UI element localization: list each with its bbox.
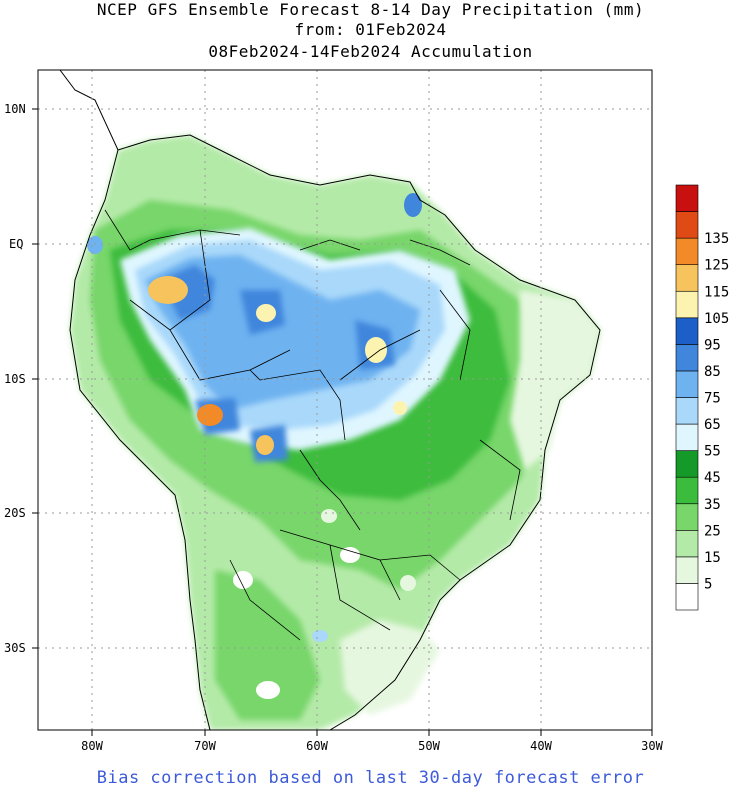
colorbar-label: 45 bbox=[704, 470, 721, 486]
forecast-init-date: from: 01Feb2024 bbox=[294, 20, 447, 39]
bias-correction-note: Bias correction based on last 30-day for… bbox=[96, 768, 645, 788]
precip-min-spot-2 bbox=[340, 547, 360, 563]
precip-max-south-blue bbox=[312, 630, 328, 642]
map-frame bbox=[37, 69, 653, 731]
axis-ticks bbox=[32, 108, 653, 736]
colorbar-swatch bbox=[675, 583, 699, 611]
colorbar-label: 75 bbox=[704, 391, 721, 407]
precip-max-105-center bbox=[393, 401, 407, 415]
precip-min-spot-3 bbox=[400, 575, 416, 591]
lon-label-80w: 80W bbox=[81, 739, 103, 753]
colorbar-swatch bbox=[675, 237, 699, 265]
lon-label-50w: 50W bbox=[418, 739, 440, 753]
colorbar-swatch bbox=[675, 450, 699, 478]
colorbar-label: 85 bbox=[704, 364, 721, 380]
precip-field bbox=[59, 70, 601, 730]
colorbar-label: 135 bbox=[704, 231, 729, 247]
colorbar-swatch bbox=[675, 290, 699, 319]
colorbar-label: 115 bbox=[704, 284, 729, 300]
colorbar-swatch bbox=[675, 503, 699, 531]
precip-min-spot-5 bbox=[256, 681, 280, 699]
colorbar-swatch bbox=[675, 556, 699, 584]
precip-max-ne-coast bbox=[404, 193, 422, 217]
lon-label-70w: 70W bbox=[194, 739, 216, 753]
lat-lon-grid bbox=[38, 70, 652, 730]
colorbar-label: 65 bbox=[704, 417, 721, 433]
colorbar-label: 5 bbox=[704, 576, 712, 592]
precip-max-nw bbox=[87, 236, 103, 254]
precip-max-105-east bbox=[365, 337, 387, 363]
colorbar-label: 25 bbox=[704, 523, 721, 539]
country-borders bbox=[104, 209, 521, 641]
lat-label-20s: 20S bbox=[4, 506, 26, 520]
colorbar-swatch bbox=[675, 344, 699, 372]
colorbar-swatch bbox=[675, 397, 699, 425]
colorbar-swatch bbox=[675, 264, 699, 292]
precip-south-patch bbox=[215, 570, 320, 720]
colorbar-label: 125 bbox=[704, 258, 729, 274]
colorbar-swatch bbox=[675, 370, 699, 398]
precip-dry-south bbox=[340, 620, 440, 715]
map-title: NCEP GFS Ensemble Forecast 8-14 Day Prec… bbox=[96, 0, 645, 19]
colorbar-label: 15 bbox=[704, 550, 721, 566]
lat-label-10n: 10N bbox=[4, 102, 26, 116]
lon-label-60w: 60W bbox=[306, 739, 328, 753]
lat-label-10s: 10S bbox=[4, 372, 26, 386]
precip-dry-east bbox=[510, 290, 600, 470]
colorbar-swatch bbox=[675, 423, 699, 451]
colorbar-label: 55 bbox=[704, 444, 721, 460]
precip-max-115-west bbox=[148, 276, 188, 304]
colorbar-swatch bbox=[675, 184, 699, 212]
lat-label-30s: 30S bbox=[4, 641, 26, 655]
colorbar-swatch bbox=[675, 317, 699, 345]
precip-max-125 bbox=[197, 404, 223, 426]
colorbar-label: 105 bbox=[704, 311, 729, 327]
lon-label-40w: 40W bbox=[530, 739, 552, 753]
colorbar-swatch bbox=[675, 211, 699, 239]
lat-label-eq: EQ bbox=[9, 237, 23, 251]
colorbar: 5 15 25 35 45 55 65 75 85 95 105 115 125 135 bbox=[675, 184, 729, 611]
precip-min-spot-4 bbox=[321, 509, 337, 523]
precip-max-115-south bbox=[256, 435, 274, 455]
accumulation-period: 08Feb2024-14Feb2024 Accumulation bbox=[208, 42, 533, 61]
coastline bbox=[59, 70, 601, 730]
colorbar-swatch bbox=[675, 530, 699, 558]
colorbar-label: 35 bbox=[704, 497, 721, 513]
lon-label-30w: 30W bbox=[641, 739, 663, 753]
precip-max-105-west bbox=[256, 304, 276, 322]
colorbar-label: 95 bbox=[704, 337, 721, 353]
colorbar-swatch bbox=[675, 476, 699, 505]
